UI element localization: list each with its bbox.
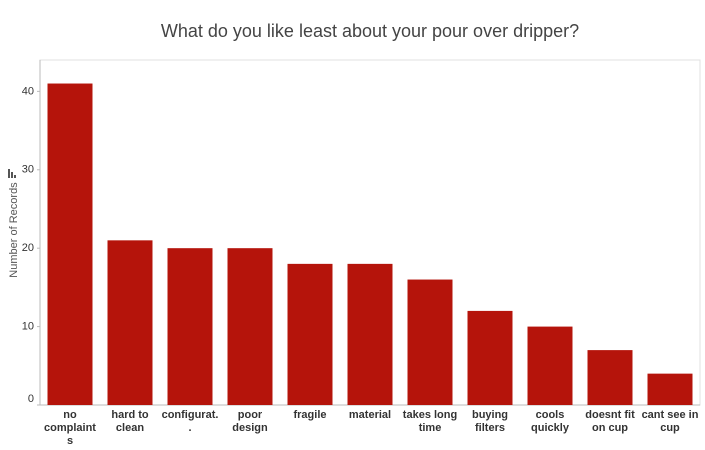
bar xyxy=(167,248,213,405)
axis-icon xyxy=(8,169,16,178)
bar xyxy=(587,350,633,405)
y-tick-label: 0 xyxy=(28,393,34,405)
bar xyxy=(347,263,393,405)
bar xyxy=(107,240,153,405)
bar xyxy=(47,83,93,405)
x-tick-label: takes long time xyxy=(402,409,458,434)
x-tick-label: no complaints xyxy=(44,409,96,447)
bar xyxy=(227,248,273,405)
bar xyxy=(287,263,333,405)
y-tick-label: 10 xyxy=(22,320,34,332)
x-tick-label: poor design xyxy=(232,409,268,434)
y-tick-label: 20 xyxy=(22,242,34,254)
bar xyxy=(407,279,453,405)
y-tick-label: 30 xyxy=(22,164,34,176)
x-tick-label: buying filters xyxy=(471,409,509,434)
x-tick-label: fragile xyxy=(293,409,327,421)
bar xyxy=(467,310,513,405)
x-tick-label: doesnt fit on cup xyxy=(585,409,635,434)
x-tick-label: material xyxy=(348,409,392,421)
x-tick-label: hard to clean xyxy=(111,409,149,434)
x-tick-label: cant see in cup xyxy=(641,409,699,434)
x-tick-label: cools quickly xyxy=(531,409,569,434)
bar xyxy=(647,373,693,405)
chart-title: What do you like least about your pour o… xyxy=(161,21,579,41)
y-tick-label: 40 xyxy=(22,85,34,97)
y-axis-label: Number of Records xyxy=(8,182,20,278)
x-tick-label: configurat.. xyxy=(161,409,219,434)
bar xyxy=(527,326,573,405)
